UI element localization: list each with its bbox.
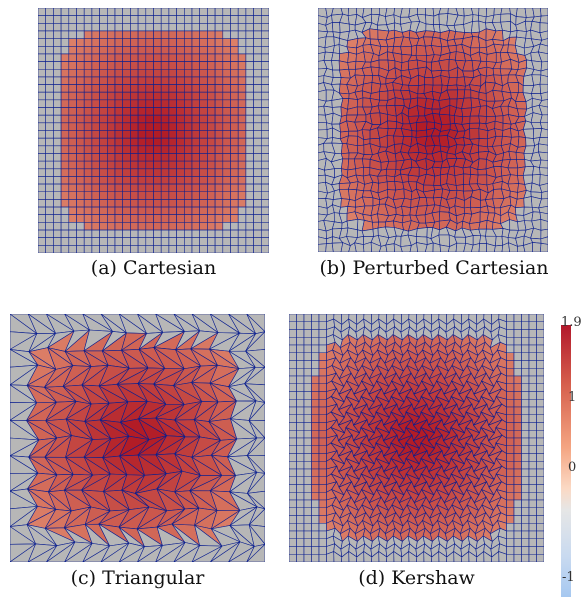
mesh-panel-cartesian — [38, 8, 269, 253]
colorbar-tick-max: 1.9 — [561, 315, 582, 330]
caption-triangular: (c) Triangular — [70, 567, 205, 589]
colorbar-tick-min: -1 — [562, 570, 575, 585]
colorbar — [561, 325, 571, 597]
mesh-panel-triangular — [10, 314, 265, 562]
caption-kershaw: (d) Kershaw — [358, 567, 475, 589]
colorbar-tick-1: 1 — [568, 390, 577, 405]
mesh-panel-kershaw — [289, 314, 544, 562]
colorbar-tick-0: 0 — [568, 460, 577, 475]
caption-perturbed-cartesian: (b) Perturbed Cartesian — [319, 257, 549, 279]
mesh-panel-perturbed-cartesian — [318, 8, 548, 252]
caption-cartesian: (a) Cartesian — [90, 257, 217, 279]
